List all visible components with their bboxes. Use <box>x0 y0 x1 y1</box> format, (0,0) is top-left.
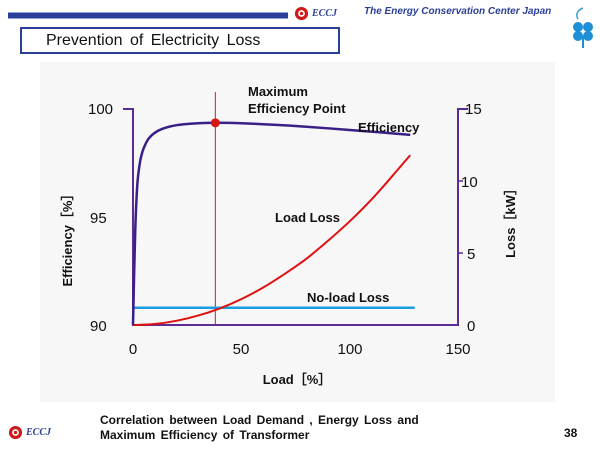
y-left-tick-label-95: 95 <box>90 210 107 227</box>
logo-text: ECCJ <box>312 7 338 19</box>
load-loss-series-label: Load Loss <box>275 210 340 225</box>
clover-icon <box>573 7 593 48</box>
y-right-tick-label-5: 5 <box>467 246 475 263</box>
chart-panel: 100 95 90 15 10 5 0 0 50 100 150 Load［%］… <box>40 62 555 402</box>
x-tick-label-0: 0 <box>129 341 137 358</box>
efficiency-series-label: Efficiency <box>358 120 420 135</box>
x-tick-label-100: 100 <box>337 341 362 358</box>
page-number: 38 <box>564 426 578 440</box>
x-tick-label-150: 150 <box>445 341 470 358</box>
max-point-annotation-line2: Efficiency Point <box>248 101 346 116</box>
eccj-logo-bottom: ECCJ <box>8 424 51 440</box>
y-right-tick-label-0: 0 <box>467 318 475 335</box>
efficiency-loss-chart: 100 95 90 15 10 5 0 0 50 100 150 Load［%］… <box>60 84 518 387</box>
efficiency-curve <box>131 121 411 326</box>
x-axis-title: Load［%］ <box>263 372 332 387</box>
eccj-logo-icon <box>294 6 309 20</box>
max-point-annotation-line1: Maximum <box>248 84 308 99</box>
y-left-tick-label-90: 90 <box>90 318 107 335</box>
caption-line-1: Correlation between Load Demand , Energy… <box>100 413 419 427</box>
no-load-loss-series-label: No-load Loss <box>307 290 389 305</box>
figure-caption: Correlation between Load Demand , Energy… <box>100 413 540 443</box>
organization-name: The Energy Conservation Center Japan <box>364 6 552 17</box>
y-right-tick-label-10: 10 <box>461 174 478 191</box>
y-right-tick-label-15: 15 <box>465 101 482 118</box>
load-loss-curve <box>132 154 412 326</box>
logo-text: ECCJ <box>26 426 52 438</box>
y-left-axis-title: Efficiency［%］ <box>60 188 75 287</box>
eccj-logo-icon <box>8 425 23 439</box>
slide-title: Prevention of Electricity Loss <box>20 27 340 54</box>
eccj-logo-top: ECCJ <box>294 4 337 22</box>
x-tick-label-50: 50 <box>233 341 250 358</box>
header-rule <box>8 12 288 19</box>
y-right-axis-title: Loss［kW］ <box>503 182 518 258</box>
max-efficiency-point <box>210 118 220 128</box>
caption-line-2: Maximum Efficiency of Transformer <box>100 428 310 442</box>
y-left-tick-label-100: 100 <box>88 101 113 118</box>
